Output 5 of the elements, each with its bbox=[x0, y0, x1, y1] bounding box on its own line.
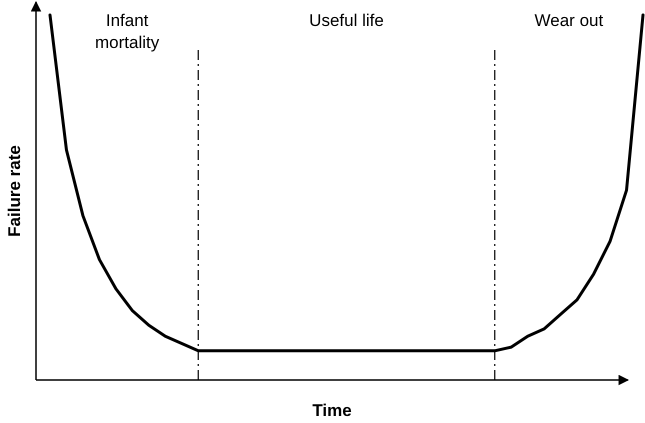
annotation: Wear out bbox=[534, 11, 604, 30]
annotation: Useful life bbox=[309, 11, 384, 30]
x-axis-title: Time bbox=[312, 401, 352, 420]
y-axis-title: Failure rate bbox=[5, 145, 24, 237]
annotation: Infant mortality bbox=[95, 11, 160, 52]
